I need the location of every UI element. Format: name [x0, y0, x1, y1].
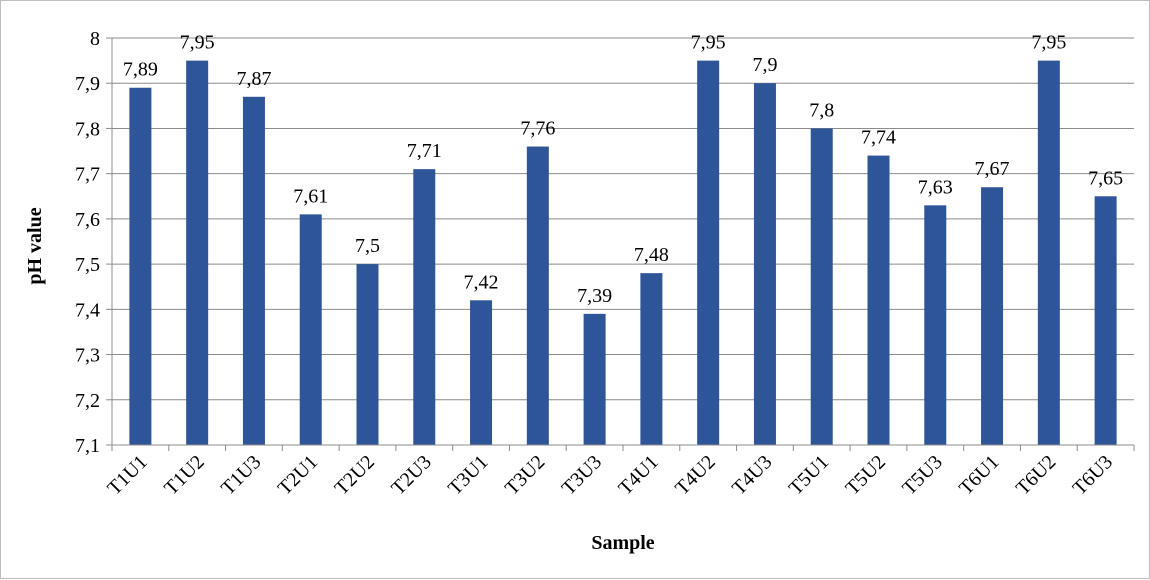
bar — [186, 60, 209, 445]
y-axis-title: pH value — [24, 207, 46, 284]
x-tick-label: T5U1 — [785, 451, 834, 500]
x-tick-labels: T1U1 T1U2 T1U3 T2U1 T2U2 T2U3 T3U1 T3U2 T3U3 T4U1… — [103, 451, 1117, 500]
data-label: 7,89 — [123, 59, 158, 81]
x-tick-label: T3U3 — [558, 451, 607, 500]
x-tick-label: T2U1 — [274, 451, 323, 500]
x-tick-label: T3U1 — [444, 451, 493, 500]
y-tick-label: 7,9 — [75, 73, 100, 95]
data-label: 7,74 — [861, 127, 896, 149]
bars — [129, 60, 1117, 446]
data-label: 7,9 — [752, 54, 777, 76]
y-tick-label: 7,8 — [75, 118, 100, 140]
x-tick-label: T5U2 — [841, 451, 890, 500]
y-tick-label: 7,6 — [75, 209, 100, 231]
x-tick-label: T2U2 — [330, 451, 379, 500]
data-label: 7,95 — [691, 32, 726, 54]
data-label: 7,71 — [407, 140, 442, 162]
y-tick-label: 7,4 — [75, 299, 100, 321]
x-tick-label: T1U3 — [217, 451, 266, 500]
data-label: 7,61 — [293, 185, 328, 207]
bar — [129, 87, 152, 445]
bar — [356, 264, 379, 445]
bar — [470, 300, 493, 445]
x-tick-label: T1U1 — [103, 451, 152, 500]
data-label: 7,95 — [1031, 32, 1066, 54]
bar — [299, 214, 322, 445]
bar — [867, 155, 890, 446]
y-tick-label: 7,3 — [75, 345, 100, 367]
x-tick-label: T4U3 — [728, 451, 777, 500]
x-tick-label: T1U2 — [160, 451, 209, 500]
y-tick-label: 7,7 — [75, 164, 100, 186]
x-tick-label: T3U2 — [501, 451, 550, 500]
bar — [242, 96, 265, 446]
x-tick-label: T4U2 — [671, 451, 720, 500]
data-label: 7,5 — [355, 235, 380, 257]
data-label: 7,42 — [464, 271, 499, 293]
data-label: 7,8 — [809, 99, 834, 121]
gridlines — [112, 37, 1134, 401]
bar — [1037, 60, 1060, 445]
y-tick-label: 8 — [90, 28, 100, 50]
x-tick-label: T6U3 — [1069, 451, 1118, 500]
bar — [1094, 196, 1117, 445]
bar — [810, 128, 833, 445]
bar — [753, 83, 776, 445]
data-label: 7,39 — [577, 285, 612, 307]
data-label: 7,63 — [918, 176, 953, 198]
bar — [413, 169, 436, 445]
x-tick-label: T5U3 — [898, 451, 947, 500]
data-label: 7,87 — [236, 68, 271, 90]
y-tick-label: 7,1 — [75, 435, 100, 457]
bar — [640, 273, 663, 445]
data-label: 7,48 — [634, 244, 669, 266]
y-tick-labels: 7,1 7,2 7,3 7,4 7,5 7,6 7,7 7,8 7,9 8 — [75, 28, 100, 457]
bar — [697, 60, 720, 445]
x-tick-label: T6U2 — [1012, 451, 1061, 500]
bar — [981, 187, 1004, 445]
y-tick-label: 7,2 — [75, 390, 100, 412]
data-label: 7,76 — [520, 118, 555, 140]
y-tick-label: 7,5 — [75, 254, 100, 276]
data-labels: 7,89 7,95 7,87 7,61 7,5 7,71 7,42 7,76 7,39 7,48 7… — [123, 32, 1123, 307]
data-label: 7,67 — [975, 158, 1010, 180]
x-tick-label: T2U3 — [387, 451, 436, 500]
x-axis-title: Sample — [591, 532, 654, 554]
bar — [924, 205, 947, 445]
x-tick-label: T4U1 — [614, 451, 663, 500]
bar — [526, 146, 549, 446]
axes — [106, 37, 1135, 451]
x-tick-label: T6U1 — [955, 451, 1004, 500]
bar — [583, 313, 606, 445]
data-label: 7,95 — [180, 32, 215, 54]
data-label: 7,65 — [1088, 167, 1123, 189]
